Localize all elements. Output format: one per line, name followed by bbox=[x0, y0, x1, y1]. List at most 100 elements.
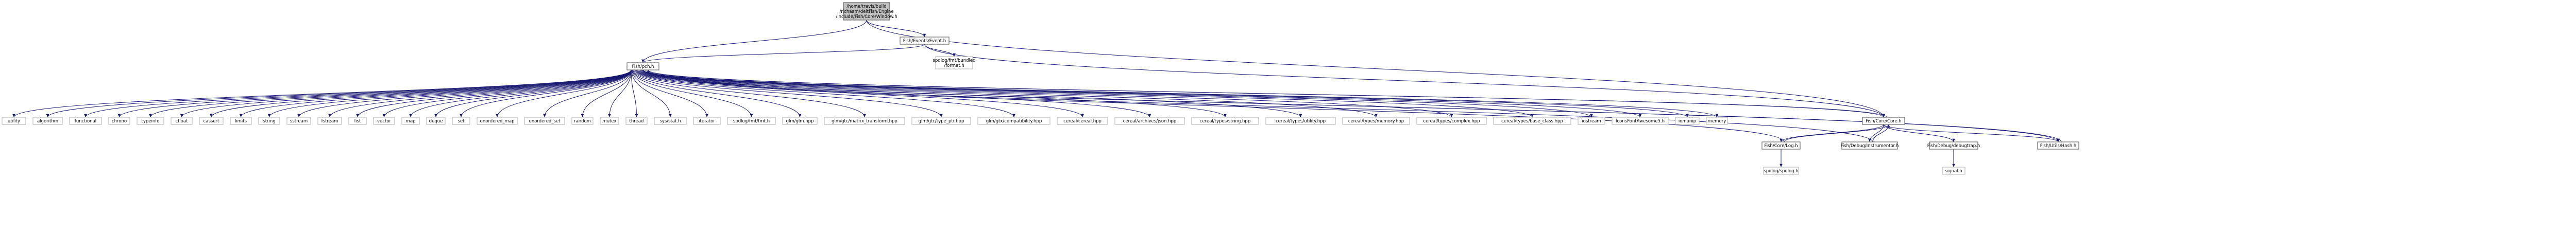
node-label: string bbox=[263, 119, 275, 124]
node-box bbox=[1841, 141, 1898, 150]
node-box bbox=[1191, 117, 1259, 125]
node-fishpch[interactable]: Fish/pch.h bbox=[626, 62, 659, 70]
edge-fishpch-to-glm_mt bbox=[633, 69, 866, 118]
node-fstream: fstream bbox=[317, 117, 342, 125]
edge-fishpch-to-cereal_utility bbox=[638, 69, 1302, 118]
edge-fishpch-to-glm_compat bbox=[635, 69, 1015, 118]
node-box bbox=[137, 117, 164, 125]
node-map: map bbox=[401, 117, 420, 125]
node-label: Fish/Events/Event.h bbox=[903, 39, 946, 44]
edge-event-to-spdlog_bundled bbox=[924, 44, 956, 57]
node-label: IconsFontAwesome5.h bbox=[1616, 119, 1665, 124]
node-log[interactable]: Fish/Core/Log.h bbox=[1761, 141, 1801, 150]
node-label: memory bbox=[1708, 119, 1726, 124]
node-label: unordered_set bbox=[529, 119, 561, 124]
node-box bbox=[1862, 117, 1905, 125]
node-box bbox=[286, 117, 311, 125]
node-label: iostream bbox=[1582, 119, 1601, 124]
node-box bbox=[32, 117, 63, 125]
node-box bbox=[401, 117, 420, 125]
node-box bbox=[1493, 117, 1571, 125]
node-event[interactable]: Fish/Events/Event.h bbox=[900, 37, 950, 45]
node-box bbox=[373, 117, 395, 125]
edge-instrumentor-to-fishpch bbox=[647, 69, 1873, 142]
node-window: /home/travis/build/richaam/deltFish/Engi… bbox=[836, 2, 897, 21]
node-cereal-string: cereal/types/string.hpp bbox=[1191, 117, 1259, 125]
edge-fishpch-to-typeinfo bbox=[149, 69, 632, 118]
node-label: set bbox=[458, 119, 465, 124]
node-label: Fish/Debug/debugtrap.h bbox=[1927, 143, 1980, 149]
node-box bbox=[654, 117, 687, 125]
edge-fishpch-to-iomanip bbox=[643, 69, 1689, 118]
edge-fishpch-to-cfloat bbox=[180, 69, 632, 118]
node-core[interactable]: Fish/Core/Core.h bbox=[1862, 117, 1905, 125]
node-label: glm/glm.hpp bbox=[786, 119, 814, 124]
node-box bbox=[782, 117, 818, 125]
edge-fishpch-to-random bbox=[581, 69, 632, 118]
edge-fishpch-to-utility bbox=[12, 69, 632, 118]
node-label: thread bbox=[630, 119, 644, 124]
node-box bbox=[626, 62, 659, 70]
node-box bbox=[1057, 117, 1108, 125]
node-label: /richaam/deltFish/Engine bbox=[839, 9, 893, 14]
edge-core-to-fishpch bbox=[647, 69, 1887, 118]
node-label: Fish/Core/Core.h bbox=[1866, 119, 1902, 124]
node-glm-typeptr: glm/gtc/type_ptr.hpp bbox=[911, 117, 971, 125]
node-box bbox=[900, 37, 950, 45]
edge-window-to-fishpch bbox=[641, 20, 867, 63]
node-box bbox=[824, 117, 905, 125]
node-unordered-map: unordered_map bbox=[477, 117, 518, 125]
node-cereal-utility: cereal/types/utility.hpp bbox=[1265, 117, 1336, 125]
node-label: random bbox=[574, 119, 591, 124]
node-iomanip: iomanip bbox=[1675, 117, 1700, 125]
node-instrumentor[interactable]: Fish/Debug/Instrumentor.h bbox=[1841, 141, 1899, 150]
node-box bbox=[69, 117, 102, 125]
node-box bbox=[1929, 141, 1978, 150]
dependency-nodes: /home/travis/build/richaam/deltFish/Engi… bbox=[2, 2, 2079, 175]
edge-fishpch-to-iostream bbox=[642, 69, 1593, 118]
node-thread: thread bbox=[625, 117, 648, 125]
node-label: iterator bbox=[699, 119, 715, 124]
node-label: Fish/Core/Log.h bbox=[1764, 143, 1798, 149]
node-box bbox=[625, 117, 648, 125]
node-cereal-complex: cereal/types/complex.hpp bbox=[1416, 117, 1487, 125]
node-glm: glm/glm.hpp bbox=[782, 117, 818, 125]
node-hash[interactable]: Fish/Utils/Hash.h bbox=[2037, 141, 2079, 150]
node-box bbox=[2037, 141, 2079, 150]
node-spdlog-fmt: spdlog/fmt/fmt.h bbox=[727, 117, 776, 125]
node-debugtrap[interactable]: Fish/Debug/debugtrap.h bbox=[1927, 141, 1980, 150]
node-label: cereal/archives/json.hpp bbox=[1123, 119, 1177, 124]
node-label: glm/gtc/matrix_transform.hpp bbox=[832, 119, 897, 124]
node-label: /include/Fish/Core/Window.h bbox=[836, 14, 897, 20]
edge-event-to-fishpch bbox=[641, 44, 925, 63]
node-label: algorithm bbox=[37, 119, 58, 124]
node-signal: signal.h bbox=[1942, 167, 1965, 175]
node-random: random bbox=[571, 117, 594, 125]
node-label: chrono bbox=[112, 119, 127, 124]
node-label: fstream bbox=[321, 119, 338, 124]
node-box bbox=[1675, 117, 1700, 125]
edge-fishpch-to-mutex bbox=[608, 69, 632, 118]
edge-fishpch-to-unordered_map bbox=[496, 69, 632, 118]
edge-fishpch-to-map bbox=[409, 69, 632, 118]
node-label: glm/gtx/compatibility.hpp bbox=[986, 119, 1042, 124]
node-label: functional bbox=[75, 119, 96, 124]
node-box bbox=[524, 117, 565, 125]
edge-fishpch-to-cassert bbox=[210, 69, 632, 118]
node-box bbox=[1342, 117, 1410, 125]
node-cereal-memory: cereal/types/memory.hpp bbox=[1342, 117, 1410, 125]
edge-instrumentor-to-core bbox=[1872, 124, 1890, 142]
node-box bbox=[108, 117, 130, 125]
node-cereal-base: cereal/types/base_class.hpp bbox=[1493, 117, 1571, 125]
node-vector: vector bbox=[373, 117, 395, 125]
edge-fishpch-to-memory bbox=[643, 69, 1719, 118]
node-cereal: cereal/cereal.hpp bbox=[1057, 117, 1108, 125]
edge-core-to-instrumentor bbox=[1868, 124, 1884, 142]
node-label: cereal/types/base_class.hpp bbox=[1501, 119, 1563, 124]
node-label: vector bbox=[377, 119, 391, 124]
edge-core-to-hash bbox=[1883, 124, 2060, 142]
node-sys-stat: sys/stat.h bbox=[654, 117, 687, 125]
edge-core-to-log bbox=[1780, 124, 1884, 142]
node-label: glm/gtc/type_ptr.hpp bbox=[919, 119, 964, 124]
